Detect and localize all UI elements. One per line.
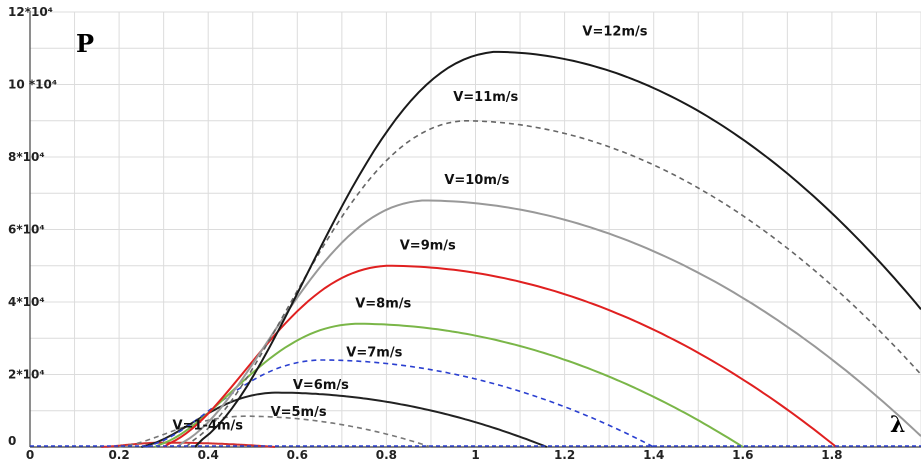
series-layer	[30, 50, 921, 448]
series-line	[176, 199, 921, 448]
x-tick-label: 0	[26, 448, 34, 461]
y-tick-label: 2*10⁴	[8, 368, 45, 382]
y-tick-label: 0	[8, 434, 16, 448]
y-tick-label: 12*10⁴	[8, 5, 53, 19]
x-tick-label: 1.6	[732, 448, 753, 461]
x-tick-label: 1	[471, 448, 479, 461]
axis-layer: 0 0.2 0.4 0.6 0.8 1 1.2 1.4 1.6 1.8 0 2*10⁴ 4*10⁴ 6*1…	[8, 5, 921, 462]
x-tick-label: 0.6	[287, 448, 308, 461]
y-tick-label: 10 *10⁴	[8, 78, 57, 92]
series-label: V=5m/s	[271, 405, 327, 420]
y-tick-label: 8*10⁴	[8, 150, 45, 164]
x-tick-label: 0.2	[108, 448, 129, 461]
x-tick-label: 1.4	[643, 448, 664, 461]
series-label: V=9m/s	[400, 238, 456, 253]
series-line	[185, 120, 921, 448]
series-label: V=11m/s	[453, 90, 518, 105]
series-line	[154, 322, 744, 448]
y-tick-label: 6*10⁴	[8, 223, 45, 237]
series-line	[194, 50, 921, 448]
label-layer: V=1-4m/s V=5m/s V=6m/s V=7m/s V=8m/s V=9m/s V=…	[173, 25, 648, 434]
x-tick-label: 0.4	[198, 448, 219, 461]
series-label: V=8m/s	[355, 296, 411, 311]
x-axis-title: λ	[890, 412, 905, 438]
series-line	[118, 415, 432, 448]
grid-layer	[29, 11, 921, 448]
y-axis-title: P	[76, 29, 94, 58]
series-label: V=12m/s	[582, 25, 647, 40]
x-tick-label: 1.8	[821, 448, 842, 461]
y-tick-label: 4*10⁴	[8, 295, 45, 309]
series-label: V=10m/s	[444, 173, 509, 188]
series-label: V=6m/s	[293, 378, 349, 393]
x-tick-label: 1.2	[554, 448, 575, 461]
series-label: V=7m/s	[346, 345, 402, 360]
series-label: V=1-4m/s	[173, 419, 244, 434]
x-tick-label: 0.8	[376, 448, 397, 461]
